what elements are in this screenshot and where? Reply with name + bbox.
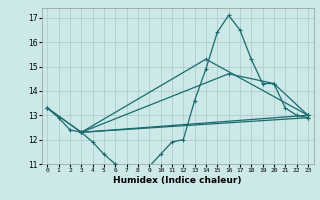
X-axis label: Humidex (Indice chaleur): Humidex (Indice chaleur) <box>113 176 242 185</box>
